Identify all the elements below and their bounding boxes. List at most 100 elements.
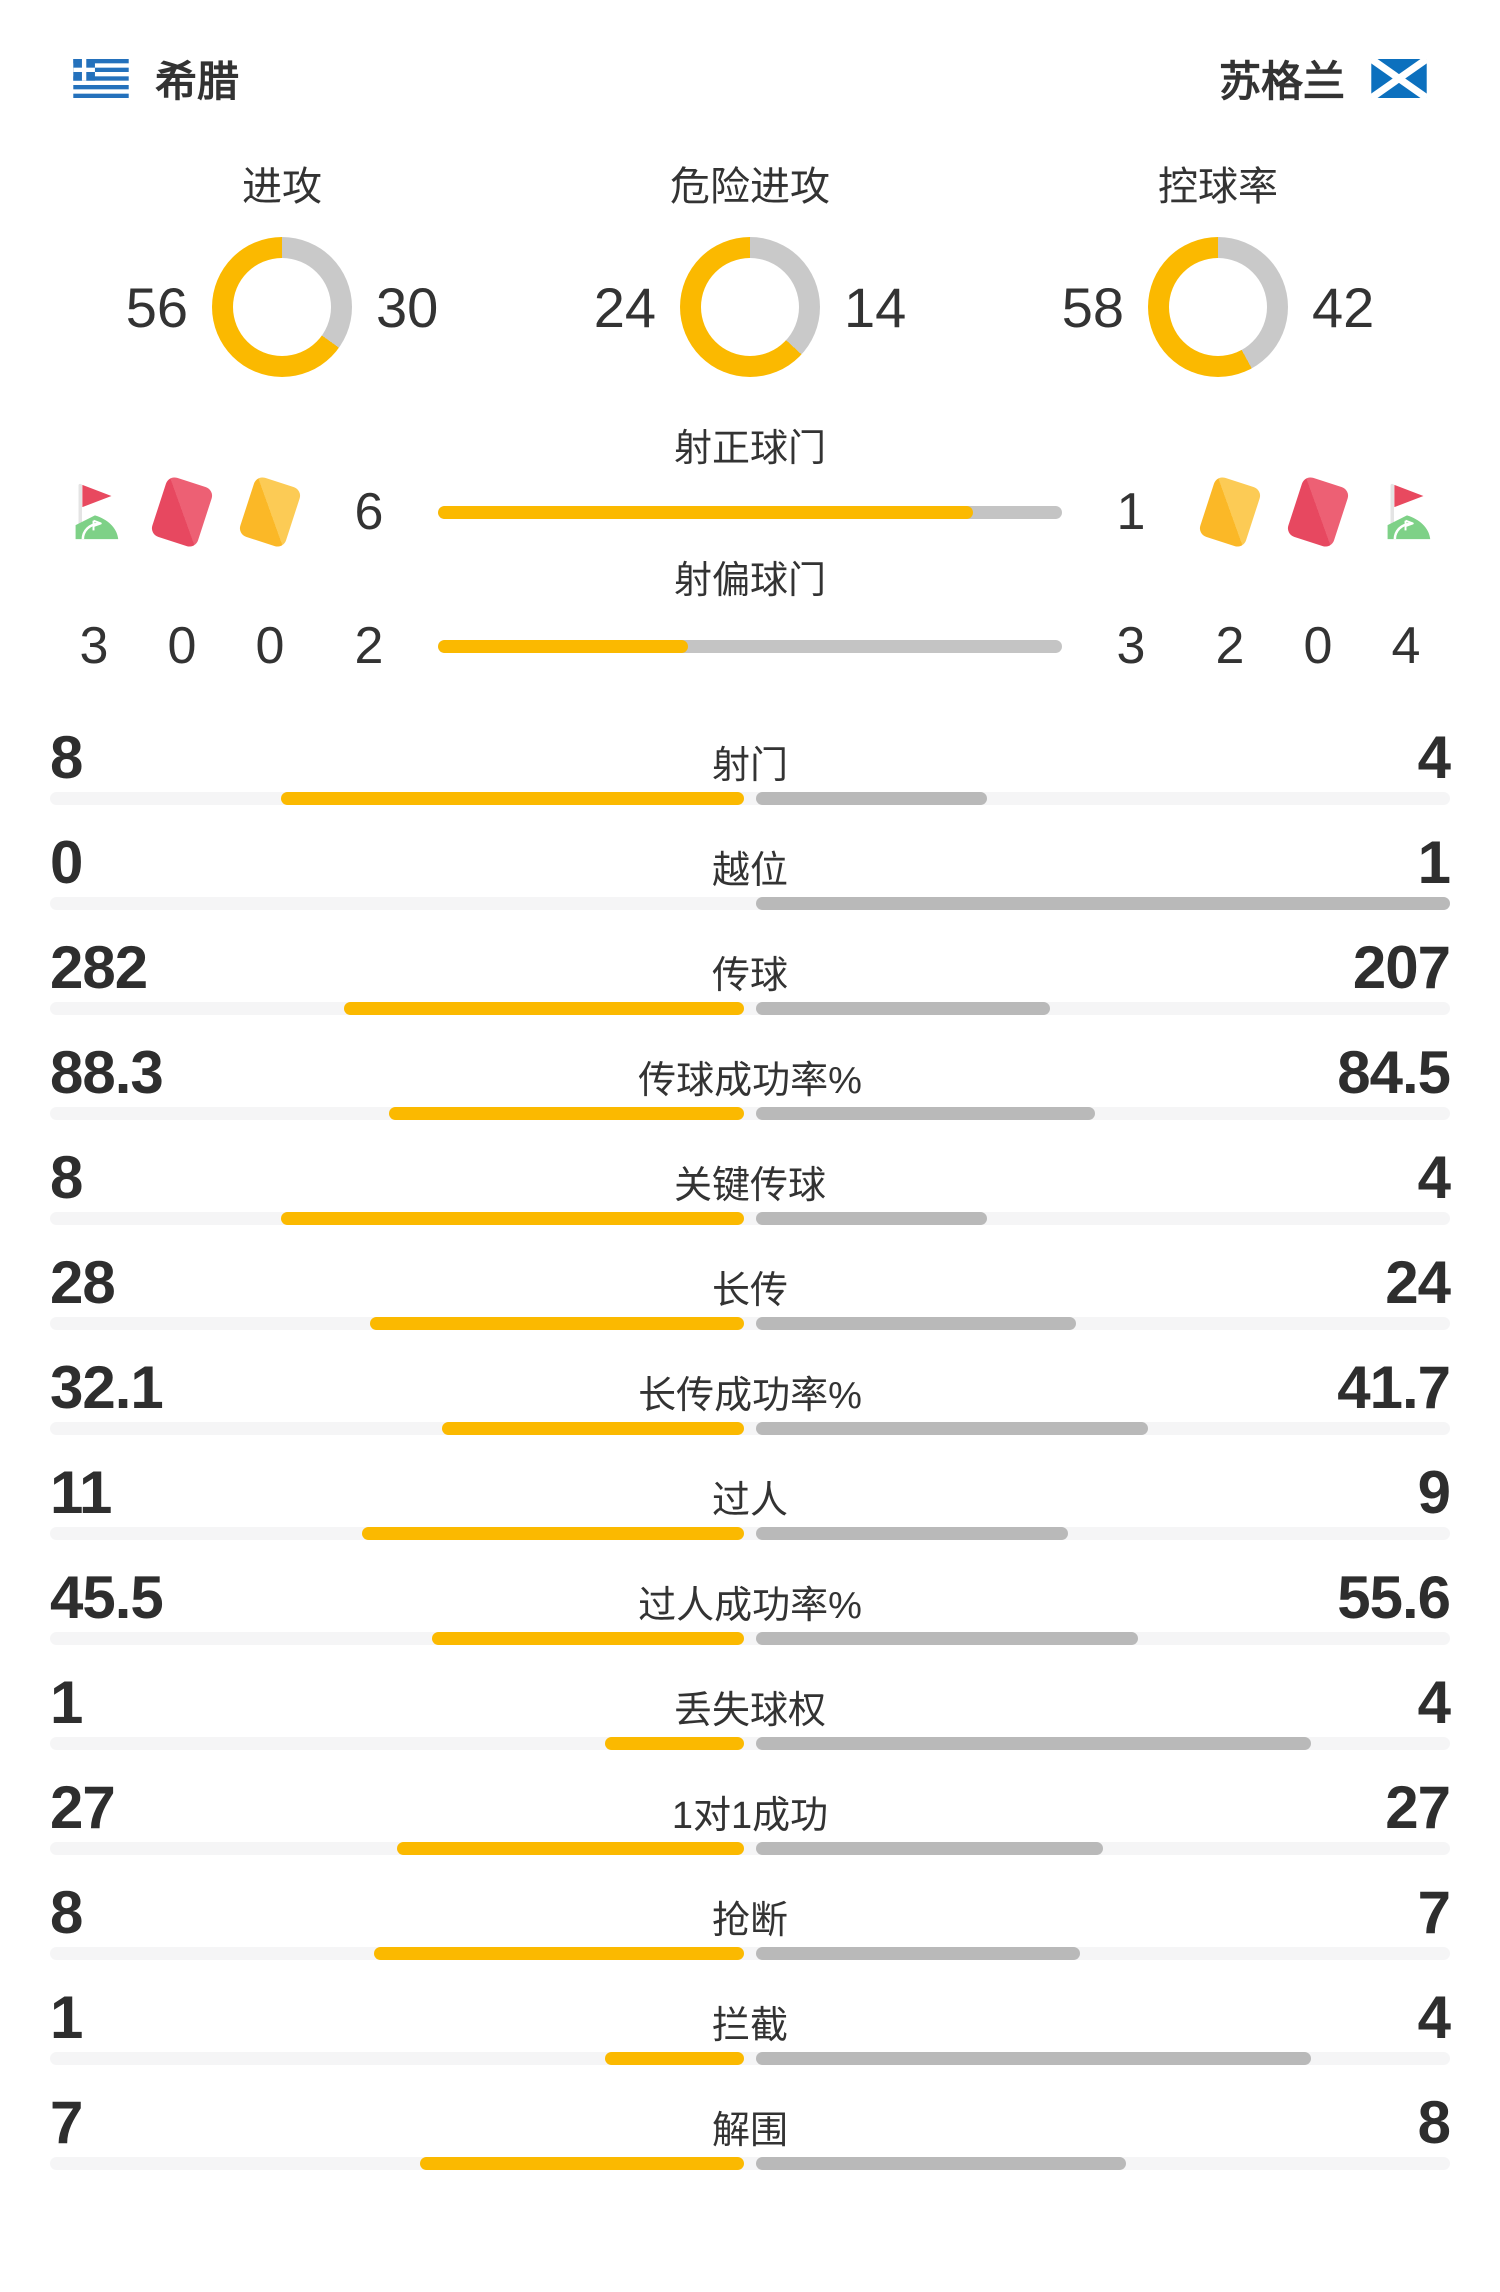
match-header: 希腊 苏格兰 [73, 48, 1427, 109]
stat-bar-away [756, 1002, 1050, 1015]
away-red-card-slot [1274, 475, 1362, 549]
stat-away-value: 55.6 [1337, 1564, 1451, 1631]
stat-away-value: 4 [1417, 724, 1451, 791]
stat-bar-gap [744, 1107, 756, 1120]
stat-bar-away [756, 1527, 1069, 1540]
stat-bar-home [362, 1527, 744, 1540]
stat-bar-track [50, 1422, 1450, 1435]
stat-bar-track [50, 792, 1450, 805]
stat-row: 28 长传 24 [50, 1252, 1451, 1330]
stat-label: 丢失球权 [673, 1690, 826, 1732]
home-corner-slot [50, 481, 138, 543]
stat-row: 11 过人 9 [50, 1459, 1451, 1540]
stat-bar-track [50, 1107, 1450, 1120]
stat-bar-track [50, 2052, 1450, 2065]
stat-away-value: 41.7 [1337, 1354, 1451, 1421]
donut-away-value: 42 [1312, 275, 1375, 339]
home-yellow-card-slot [226, 475, 314, 549]
donut-hole [701, 258, 799, 356]
stat-bar-track [50, 1842, 1450, 1855]
stat-bar-away [756, 2157, 1127, 2170]
stat-row: 32.1 长传成功率% 41.7 [50, 1354, 1451, 1435]
stat-home-value: 1 [50, 1984, 83, 2051]
stat-away-value: 4 [1417, 1669, 1451, 1736]
stat-label: 长传成功率% [638, 1375, 862, 1417]
donut-away-value: 14 [844, 275, 907, 339]
stat-bar-home [605, 2052, 744, 2065]
donut-hole [233, 258, 331, 356]
stat-label: 传球成功率% [638, 1060, 862, 1102]
stat-bar-gap [744, 1212, 756, 1225]
stat-bar-away [756, 1947, 1080, 1960]
shots-off-target-bar [438, 639, 1062, 653]
greece-flag-icon [73, 59, 129, 98]
donut-chart [680, 237, 820, 377]
home-team: 希腊 [73, 48, 239, 109]
donut-title: 进攻 [242, 165, 322, 209]
donut-stat: 控球率 58 42 [1036, 165, 1400, 377]
stat-home-value: 11 [50, 1459, 112, 1526]
stat-bar-track [50, 1527, 1450, 1540]
stat-away-value: 7 [1417, 1879, 1451, 1946]
stat-bar-home [343, 1002, 744, 1015]
stat-label: 抢断 [711, 1900, 788, 1942]
stat-bar-track [50, 897, 1450, 910]
donut-stat: 危险进攻 24 14 [568, 165, 932, 377]
stat-bar-home [281, 792, 744, 805]
donut-title: 控球率 [1158, 165, 1278, 209]
stat-bar-away [756, 1632, 1138, 1645]
shots-off-away-value: 3 [1116, 617, 1146, 675]
shots-on-home-value: 6 [354, 483, 384, 541]
stat-bar-track [50, 1737, 1450, 1750]
stat-label: 过人 [711, 1480, 788, 1522]
stat-label: 拦截 [711, 2005, 788, 2047]
stat-label: 传球 [711, 955, 788, 997]
stat-label: 解围 [711, 2110, 788, 2152]
stat-bar-track [50, 1947, 1450, 1960]
stat-bar-away [756, 1107, 1096, 1120]
shots-off-target-row: 3 0 0 2 3 2 0 4 [50, 611, 1450, 681]
shots-on-target-row: 6 1 [50, 475, 1450, 549]
stat-away-value: 8 [1417, 2089, 1451, 2156]
shots-on-away-value: 1 [1116, 483, 1146, 541]
yellow-card-icon [237, 475, 303, 549]
home-team-name: 希腊 [155, 58, 240, 105]
donut-title: 危险进攻 [670, 165, 830, 209]
stat-home-value: 27 [50, 1774, 116, 1841]
stats-list: 8 射门 4 0 越位 1 282 传球 207 [50, 724, 1451, 2170]
stat-label: 射门 [711, 745, 788, 787]
stat-row: 27 1对1成功 27 [50, 1774, 1451, 1855]
stat-bar-home [442, 1422, 744, 1435]
stat-label: 越位 [711, 850, 788, 892]
donut-chart [1148, 237, 1288, 377]
stat-bar-home [281, 1212, 744, 1225]
stat-away-value: 207 [1352, 934, 1451, 1001]
stat-bar-gap [744, 897, 756, 910]
stat-label: 过人成功率% [638, 1585, 862, 1627]
stat-row: 282 传球 207 [50, 934, 1451, 1015]
shots-off-target-title: 射偏球门 [673, 560, 826, 602]
stat-bar-gap [744, 1422, 756, 1435]
stat-home-value: 7 [50, 2089, 83, 2156]
away-team-name: 苏格兰 [1218, 58, 1345, 105]
home-yellow-cards-value: 0 [255, 617, 285, 675]
stat-home-value: 8 [50, 724, 83, 791]
stat-bar-gap [744, 1317, 756, 1330]
corner-flag-icon [75, 483, 119, 540]
stat-row: 7 解围 8 [50, 2089, 1451, 2170]
stat-bar-home [431, 1632, 744, 1645]
stat-away-value: 4 [1417, 1144, 1451, 1211]
stat-bar-away [756, 1737, 1312, 1750]
away-red-cards-value: 0 [1303, 617, 1333, 675]
stat-away-value: 27 [1385, 1774, 1451, 1841]
stat-home-value: 282 [50, 934, 148, 1001]
stat-home-value: 0 [50, 829, 83, 896]
stat-bar-home [420, 2157, 744, 2170]
home-corners-value: 3 [79, 617, 109, 675]
stat-label: 1对1成功 [671, 1795, 829, 1837]
stat-away-value: 4 [1417, 1984, 1451, 2051]
stat-bar-gap [744, 1632, 756, 1645]
away-yellow-cards-value: 2 [1215, 617, 1245, 675]
stat-bar-home [370, 1317, 744, 1330]
home-red-cards-value: 0 [167, 617, 197, 675]
